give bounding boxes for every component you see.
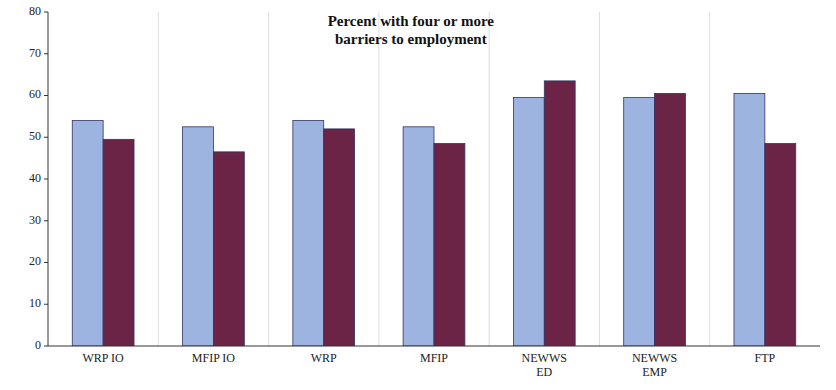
x-tick-label-line: NEWWS	[522, 351, 567, 365]
chart-svg: 0 10 20 30 40 50 60 70 80 WRP IO MFIP IO WRP MFIP NEW…	[0, 0, 836, 390]
bar	[434, 144, 465, 346]
x-tick-label-line: WRP	[311, 351, 337, 365]
y-tick	[44, 95, 48, 96]
x-tick-label-line: MFIP IO	[192, 351, 236, 365]
x-tick-label-line: EMP	[642, 365, 667, 379]
y-tick-label: 50	[29, 129, 41, 143]
x-axis-line	[48, 346, 820, 347]
y-tick	[44, 12, 48, 13]
y-tick-label: 40	[29, 171, 41, 185]
x-tick-label: NEWWSED	[522, 351, 567, 379]
bar	[183, 127, 214, 346]
y-tick-label: 60	[29, 87, 41, 101]
y-tick-label: 20	[29, 254, 41, 268]
y-tick-label: 80	[29, 4, 41, 18]
group-separator	[599, 12, 600, 346]
bar	[213, 152, 244, 346]
x-tick-label-line: ED	[536, 365, 552, 379]
bar	[544, 81, 575, 346]
y-tick	[44, 53, 48, 54]
x-tick-label: MFIP IO	[192, 351, 236, 365]
bar	[624, 98, 655, 346]
x-tick-label-line: FTP	[755, 351, 776, 365]
bar	[293, 121, 324, 346]
y-tick	[44, 179, 48, 180]
chart-container: 0 10 20 30 40 50 60 70 80 WRP IO MFIP IO WRP MFIP NEW…	[0, 0, 836, 390]
y-tick-label: 10	[29, 296, 41, 310]
x-tick-label: WRP IO	[83, 351, 125, 365]
x-tick-label: FTP	[755, 351, 776, 365]
bar	[765, 144, 796, 346]
group-separator	[378, 12, 379, 346]
bar	[403, 127, 434, 346]
x-tick-label-line: MFIP	[420, 351, 448, 365]
y-tick	[44, 304, 48, 305]
y-tick-label: 70	[29, 46, 41, 60]
x-tick-label: NEWWSEMP	[632, 351, 677, 379]
y-tick	[44, 220, 48, 221]
y-tick	[44, 262, 48, 263]
group-separator	[268, 12, 269, 346]
bar	[103, 139, 134, 346]
bar	[734, 93, 765, 346]
x-tick-label-line: WRP IO	[83, 351, 125, 365]
axes: 0 10 20 30 40 50 60 70 80 WRP IO MFIP IO WRP MFIP NEW…	[29, 4, 820, 379]
title: Percent with four or more barriers to emp…	[328, 13, 495, 47]
y-tick-label: 0	[35, 338, 41, 352]
separators	[158, 12, 709, 346]
title-line: barriers to employment	[335, 31, 487, 47]
y-tick-label: 30	[29, 213, 41, 227]
group-separator	[709, 12, 710, 346]
bars	[72, 81, 795, 346]
y-tick	[44, 137, 48, 138]
page: {"chart_data": {"type": "bar", "title": …	[0, 0, 836, 390]
bar	[513, 98, 544, 346]
group-separator	[489, 12, 490, 346]
bar	[655, 93, 686, 346]
x-tick-label: MFIP	[420, 351, 448, 365]
y-tick	[44, 346, 48, 347]
title-line: Percent with four or more	[328, 13, 495, 29]
group-separator	[158, 12, 159, 346]
x-tick-label-line: NEWWS	[632, 351, 677, 365]
bar	[72, 121, 103, 346]
x-tick-label: WRP	[311, 351, 337, 365]
bar	[324, 129, 355, 346]
